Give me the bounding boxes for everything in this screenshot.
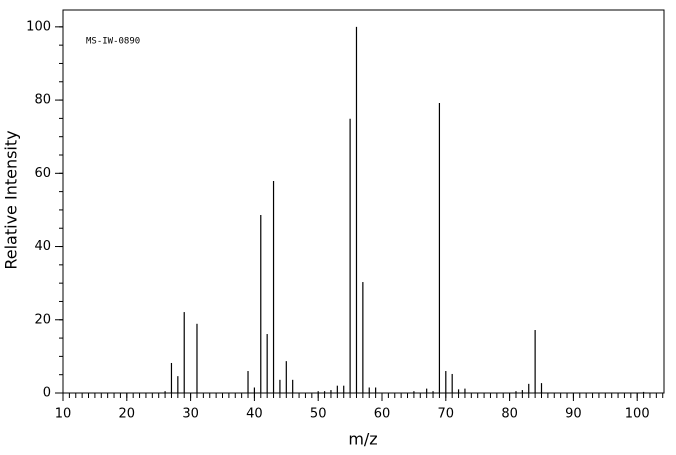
- x-tick-label: 100: [625, 407, 650, 422]
- x-tick-label: 30: [182, 407, 199, 422]
- x-tick-label: 80: [501, 407, 518, 422]
- y-tick-label: 40: [34, 239, 51, 254]
- x-tick-label: 40: [246, 407, 263, 422]
- y-tick-label: 20: [34, 312, 51, 327]
- x-axis-label: m/z: [348, 430, 377, 449]
- plot-frame: [62, 9, 665, 394]
- x-tick-label: 90: [565, 407, 582, 422]
- x-tick-label: 10: [55, 407, 72, 422]
- y-tick-label: 60: [34, 166, 51, 181]
- x-tick-label: 20: [119, 407, 136, 422]
- y-tick-label: 0: [43, 386, 51, 401]
- y-axis-label: Relative Intensity: [2, 130, 21, 269]
- x-tick-label: 60: [374, 407, 391, 422]
- annotation: MS-IW-0890: [86, 37, 140, 47]
- x-tick-label: 70: [438, 407, 455, 422]
- y-tick-label: 80: [34, 93, 51, 108]
- x-tick-label: 50: [310, 407, 327, 422]
- y-tick-label: 100: [26, 19, 51, 34]
